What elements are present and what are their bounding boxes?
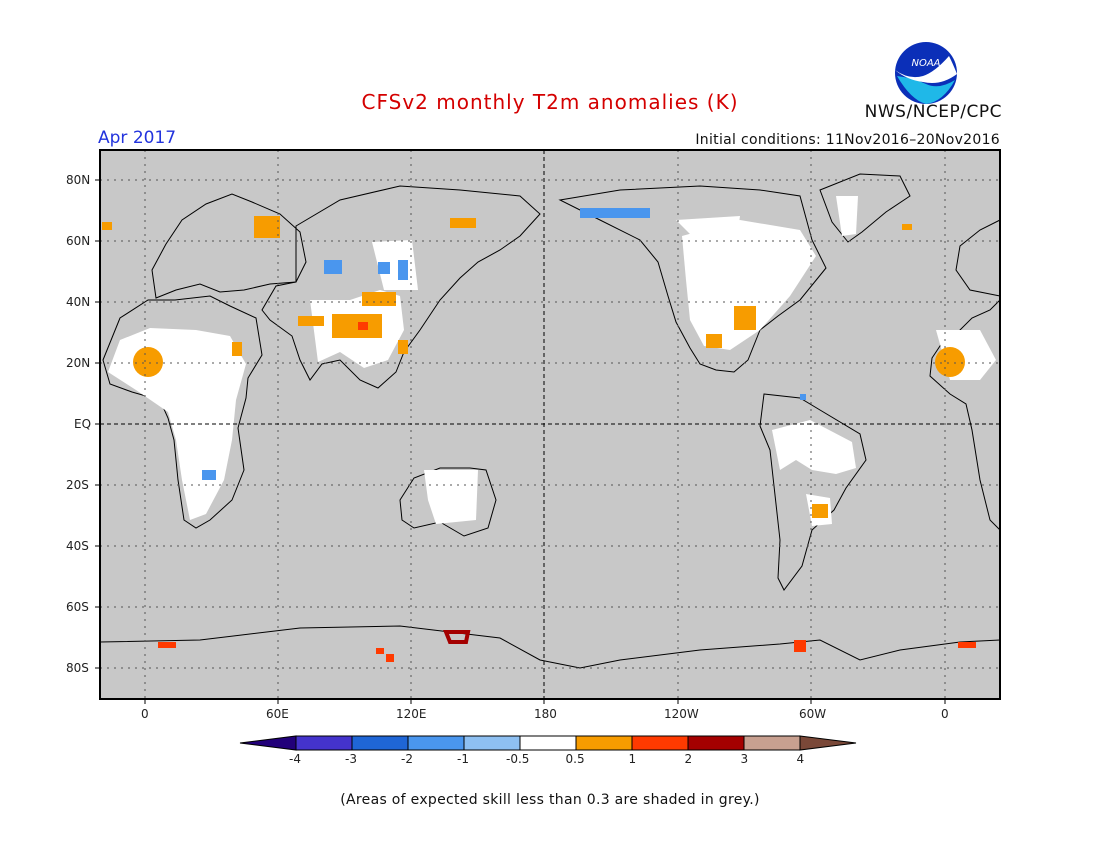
- legend-swatch: [295, 735, 353, 751]
- lat-label: 20S: [66, 478, 89, 492]
- lat-label: EQ: [74, 417, 92, 431]
- legend-swatch: [519, 735, 577, 751]
- legend-swatch: [351, 735, 409, 751]
- legend-swatch: [631, 735, 689, 751]
- lon-label: 60W: [799, 707, 827, 721]
- legend-tick-label: 3: [740, 752, 749, 766]
- legend-tick-label: 2: [684, 752, 693, 766]
- legend-swatch: [463, 735, 521, 751]
- legend-tick-label: -4: [289, 752, 301, 766]
- lat-label: 60N: [66, 234, 91, 248]
- lat-label: 40N: [66, 295, 91, 309]
- legend-tick-label: 4: [796, 752, 805, 766]
- legend-tick-label: -1: [457, 752, 469, 766]
- svg-text:NOAA: NOAA: [911, 58, 940, 69]
- agency-label: NWS/NCEP/CPC: [864, 102, 1002, 122]
- legend-arrow-low: [239, 735, 297, 751]
- legend-tick-label: -3: [345, 752, 357, 766]
- lat-label: 80S: [66, 661, 89, 675]
- legend-tick-label: -2: [401, 752, 413, 766]
- noaa-logo: NOAA: [895, 42, 957, 104]
- legend-swatch: [687, 735, 745, 751]
- lon-label: 180: [534, 707, 557, 721]
- color-legend: [239, 735, 857, 751]
- legend-swatch: [575, 735, 633, 751]
- lat-label: 80N: [66, 173, 91, 187]
- lon-label: 120E: [396, 707, 427, 721]
- lat-label: 60S: [66, 600, 89, 614]
- lon-label: 120W: [664, 707, 699, 721]
- legend-swatch: [407, 735, 465, 751]
- lon-label: 0: [941, 707, 949, 721]
- legend-arrow-high: [799, 735, 857, 751]
- lat-label: 20N: [66, 356, 91, 370]
- forecast-month: Apr 2017: [98, 128, 177, 148]
- axis-ticks: [95, 179, 946, 704]
- cool-anomalies: [202, 208, 806, 480]
- lon-label: 60E: [266, 707, 289, 721]
- legend-tick-label: 0.5: [565, 752, 585, 766]
- chart-title: CFSv2 monthly T2m anomalies (K): [361, 90, 739, 114]
- legend-tick-label: -0.5: [506, 752, 530, 766]
- lat-gridlines: [100, 179, 1000, 669]
- lon-label: 0: [141, 707, 149, 721]
- legend-swatch: [743, 735, 801, 751]
- very-hot-anomalies: [443, 630, 471, 644]
- legend-tick-label: 1: [628, 752, 637, 766]
- skill-caption: (Areas of expected skill less than 0.3 a…: [340, 792, 760, 808]
- continent-outlines: [99, 173, 1001, 669]
- hot-anomalies: [158, 322, 976, 662]
- lat-label: 40S: [66, 539, 89, 553]
- initial-conditions: Initial conditions: 11Nov2016–20Nov2016: [695, 132, 1000, 148]
